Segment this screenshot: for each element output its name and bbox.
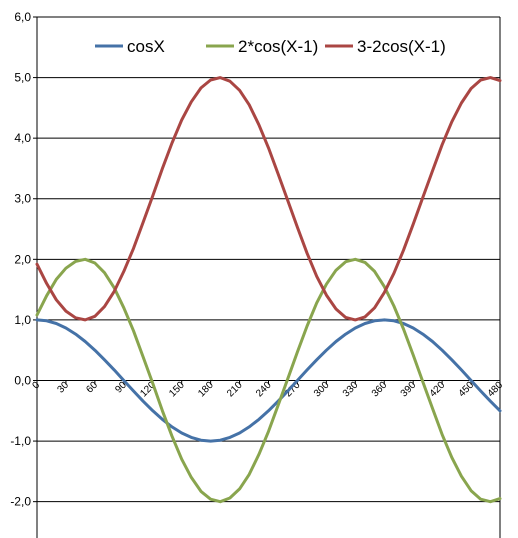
series-line-1 [35,318,502,443]
y-tick-label: -2,0 [10,495,31,509]
x-tick-label: 60 [84,380,100,396]
legend: cosX 2*cos(X-1) 3-2cos(X-1) [95,37,446,56]
y-tick-label: 4,0 [14,131,31,145]
gridlines [37,16,500,503]
axes [33,16,501,538]
x-tick-label: 480 [486,380,506,400]
series-lines [35,76,502,504]
y-tick-label: 5,0 [14,71,31,85]
y-tick-labels: 6,0 5,0 4,0 3,0 2,0 1,0 0,0 -1,0 -2,0 [10,10,31,509]
x-tick-label: 390 [399,380,419,400]
x-tick-label: 420 [428,380,448,400]
x-tick-label: 150 [167,380,187,400]
y-tick-label: 1,0 [14,313,31,327]
y-tick-label: -1,0 [10,434,31,448]
x-tick-label: 330 [341,380,361,400]
x-tick-label: 0 [30,380,42,392]
x-tick-label: 360 [370,380,390,400]
x-tick-label: 300 [312,380,332,400]
x-tick-labels: 0 30 60 90 120 150 180 210 240 270 300 330 360 390 420… [30,380,505,400]
x-tick-label: 210 [225,380,245,400]
x-tick-label: 30 [55,380,71,396]
series-line-3 [35,76,502,322]
y-tick-label: 2,0 [14,252,31,266]
x-tick-label: 180 [196,380,216,400]
x-tick-label: 240 [254,380,274,400]
series-line-2 [35,257,502,504]
legend-label-1: cosX [127,37,165,56]
legend-label-2: 2*cos(X-1) [238,37,318,56]
y-tick-label: 3,0 [14,192,31,206]
y-tick-label: 6,0 [14,10,31,24]
y-tick-label: 0,0 [14,373,31,387]
legend-label-3: 3-2cos(X-1) [357,37,446,56]
